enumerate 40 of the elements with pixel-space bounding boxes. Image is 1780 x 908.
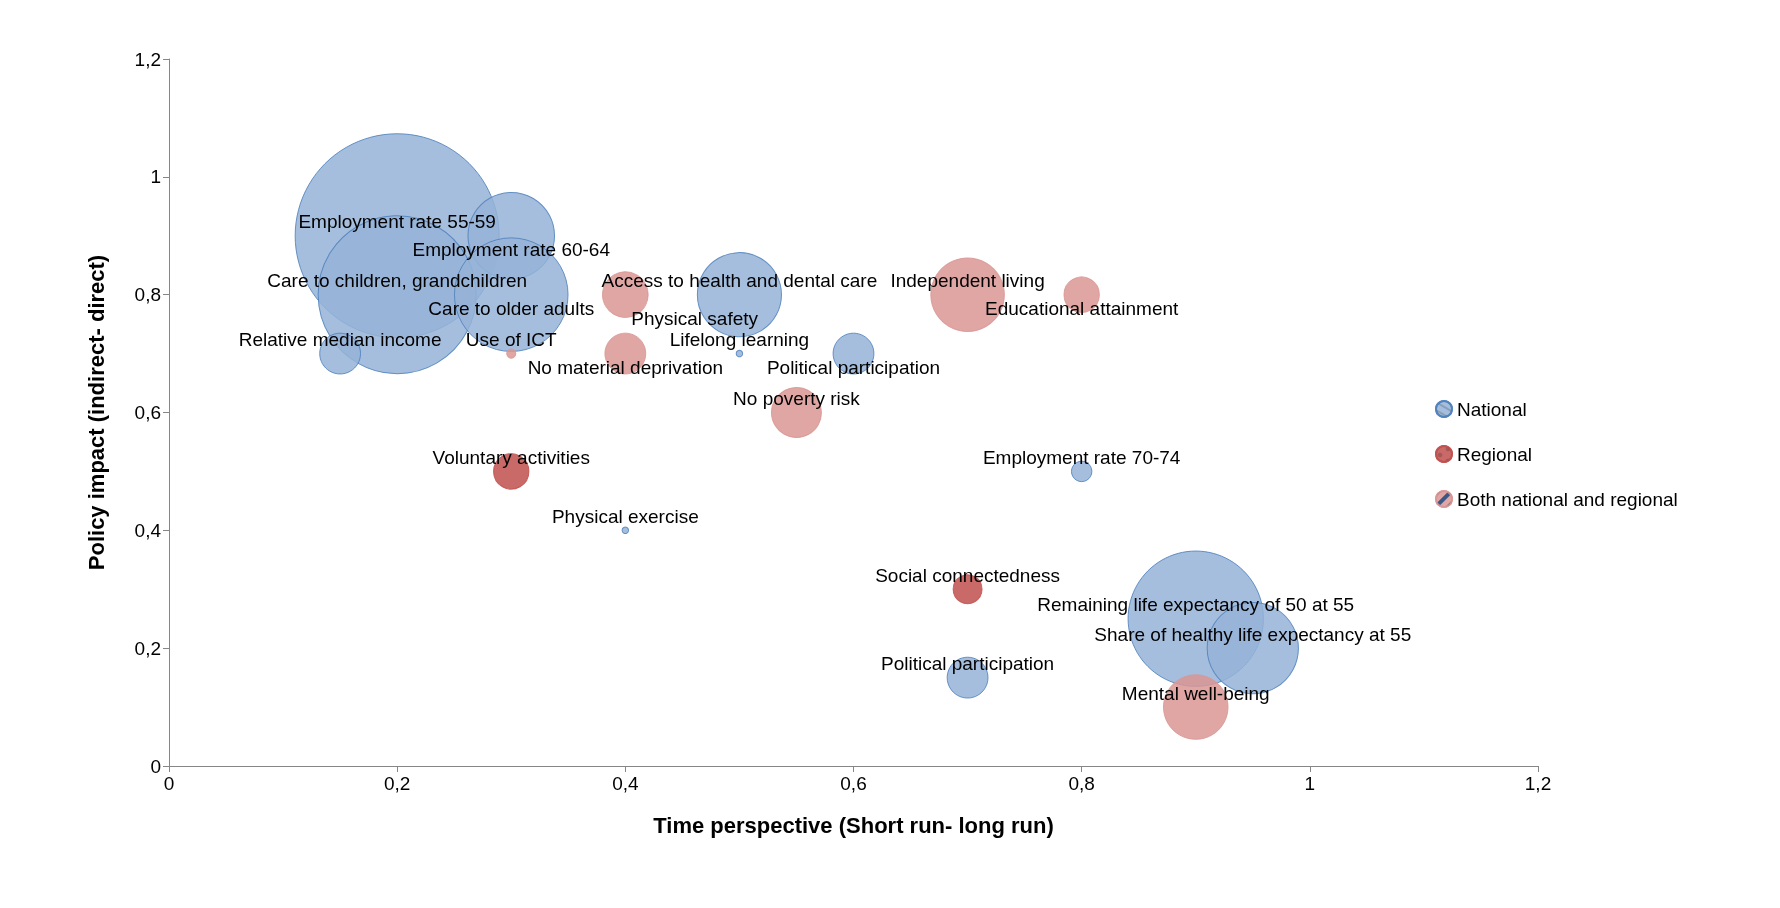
annotation: Use of ICT xyxy=(465,329,558,351)
annotation: Political participation xyxy=(766,357,941,379)
y-axis-title: Policy impact (indirect- direct) xyxy=(83,254,109,571)
annotation: Physical safety xyxy=(631,308,759,330)
annotation: Social connectedness xyxy=(875,564,1061,586)
y-tick-label: 0 xyxy=(150,755,161,777)
annotation: Employment rate 70-74 xyxy=(982,446,1181,468)
legend-label: Both national and regional xyxy=(1457,488,1678,510)
annotation: No material deprivation xyxy=(527,357,724,379)
y-tick-label: 1,2 xyxy=(134,48,161,70)
annotation: Care to children, grandchildren xyxy=(267,270,528,292)
y-tick-label: 0,8 xyxy=(134,284,161,306)
annotation: Physical exercise xyxy=(551,505,699,527)
x-tick-label: 1,2 xyxy=(1524,773,1552,794)
annotation: Remaining life expectancy of 50 at 55 xyxy=(1037,594,1355,616)
annotation: Educational attainment xyxy=(985,298,1180,320)
annotation: Relative median income xyxy=(238,329,442,351)
x-tick-label: 0,6 xyxy=(840,773,867,794)
x-tick-label: 0,8 xyxy=(1068,773,1095,794)
y-tick-label: 0,4 xyxy=(134,519,162,541)
legend-label: Regional xyxy=(1457,443,1532,465)
x-tick-label: 0,2 xyxy=(383,773,411,794)
annotation: Lifelong learning xyxy=(669,329,810,351)
y-tick-label: 1 xyxy=(150,166,161,188)
x-tick-label: 1 xyxy=(1304,773,1316,794)
annotation: Share of healthy life expectancy at 55 xyxy=(1094,623,1412,645)
x-tick-label: 0,4 xyxy=(612,773,639,794)
annotation: Mental well-being xyxy=(1121,682,1270,704)
legend-label: National xyxy=(1457,398,1527,420)
annotation: Employment rate 60-64 xyxy=(412,239,611,261)
annotation: Independent living xyxy=(890,270,1045,292)
annotation: Access to health and dental care xyxy=(601,270,878,292)
x-tick-label: 0 xyxy=(163,773,175,794)
annotation: Employment rate 55-59 xyxy=(298,211,496,233)
annotation: No poverty risk xyxy=(733,388,861,409)
annotation: Care to older adults xyxy=(428,298,595,320)
x-axis-title: Time perspective (Short run- long run) xyxy=(653,812,1054,838)
y-tick-label: 0,2 xyxy=(134,637,161,659)
annotation: Political participation xyxy=(880,653,1055,675)
y-tick-label: 0,6 xyxy=(134,402,161,423)
